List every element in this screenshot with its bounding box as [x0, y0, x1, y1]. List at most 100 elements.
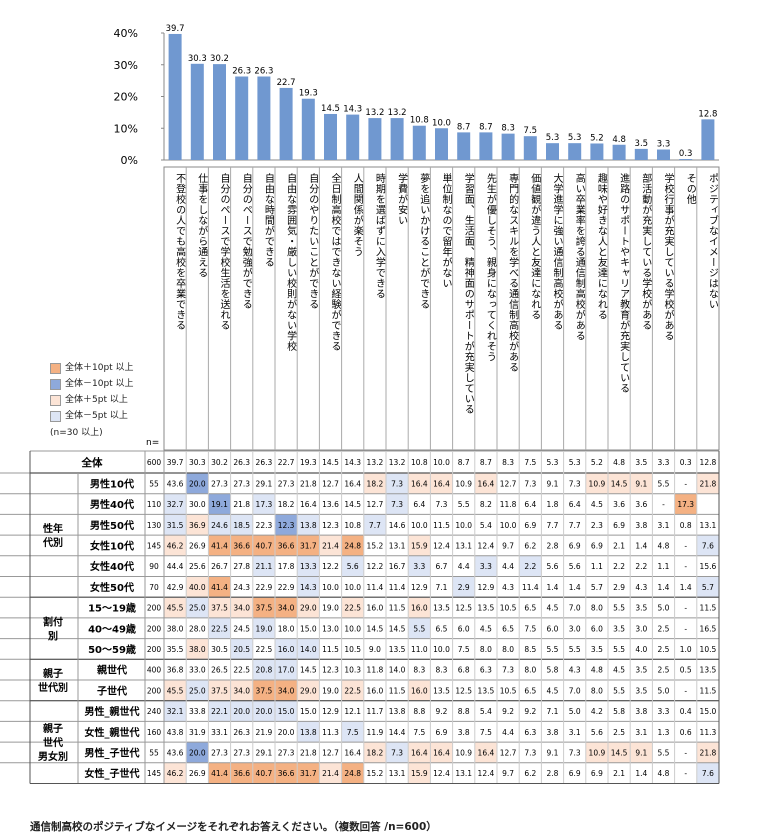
- group-label: 親子: [43, 722, 63, 735]
- bar: [546, 143, 559, 160]
- table-cell: 27.3: [278, 479, 295, 488]
- table-cell-highlight: [275, 659, 298, 680]
- table-cell-highlight: [252, 680, 275, 701]
- table-cell: 42.9: [167, 583, 184, 592]
- table-cell-highlight: [164, 597, 187, 618]
- table-cell: 26.3: [256, 458, 273, 467]
- table-cell: 10.5: [344, 645, 361, 654]
- legend-note: (n=30 以上): [50, 428, 103, 438]
- table-cell: 16.0: [367, 604, 384, 613]
- table-cell: 7.3: [502, 666, 514, 675]
- table-cell-highlight: [230, 535, 253, 556]
- table-cell-highlight: [275, 680, 298, 701]
- table-cell: 18.2: [278, 500, 295, 509]
- table-cell: 13.3: [300, 562, 317, 571]
- bar-value-label: 7.5: [524, 126, 538, 136]
- table-cell: 38.0: [167, 624, 184, 633]
- table-cell: 12.4: [433, 541, 450, 550]
- table-cell: 44.4: [167, 562, 184, 571]
- table-cell: 6.9: [613, 521, 625, 530]
- table-cell: 14.5: [344, 500, 361, 509]
- bar-value-label: 14.3: [343, 105, 362, 115]
- bar: [190, 63, 204, 160]
- table-cell: 26.9: [189, 541, 206, 550]
- table-cell: 16.7: [389, 562, 406, 571]
- table-cell: 7.7: [369, 521, 381, 530]
- table-cell: 12.4: [433, 769, 450, 778]
- category-label: 単位制なので留年がない: [440, 172, 452, 289]
- table-cell: 13.6: [322, 500, 339, 509]
- table-cell: 12.7: [367, 500, 384, 509]
- table-cell: 11.4: [367, 583, 384, 592]
- table-cell: 7.1: [547, 707, 559, 716]
- table-cell-highlight: [186, 514, 209, 536]
- table-cell: 6.9: [569, 541, 581, 550]
- table-cell: 0.8: [680, 521, 692, 530]
- table-cell: 41.4: [211, 583, 228, 592]
- table-cell: 7.3: [391, 748, 403, 757]
- table-n: 400: [147, 666, 162, 675]
- table-cell: 4.3: [569, 666, 581, 675]
- table-cell: -: [684, 604, 687, 613]
- table-cell: 0.5: [680, 666, 692, 675]
- table-row-label: 女性_親世代: [85, 726, 140, 739]
- table-cell-highlight: [696, 742, 719, 763]
- table-cell-highlight: [252, 700, 275, 722]
- table-row-label: 子世代: [97, 684, 127, 697]
- bar-value-label: 8.3: [501, 124, 515, 134]
- table-row-label: 女性40代: [90, 560, 134, 573]
- table-cell: 1.1: [658, 562, 670, 571]
- table-cell: 4.4: [502, 728, 514, 737]
- table-cell: 20.0: [256, 707, 273, 716]
- table-cell: 3.8: [635, 707, 647, 716]
- table-cell: -: [684, 479, 687, 488]
- table-cell: 9.1: [635, 748, 647, 757]
- table-cell: 4.4: [502, 562, 514, 571]
- table-cell: 25.6: [189, 562, 206, 571]
- table-cell: 5.5: [458, 500, 470, 509]
- table-cell: 11.0: [411, 645, 428, 654]
- bar-value-label: 10.8: [410, 116, 429, 126]
- table-row-label: 男性40代: [90, 498, 134, 511]
- table-cell: 3.8: [547, 728, 559, 737]
- table-cell: 5.5: [613, 686, 625, 695]
- table-cell: 36.6: [233, 769, 250, 778]
- table-cell: 26.3: [233, 728, 250, 737]
- table-cell-highlight: [452, 576, 475, 598]
- table-cell: 8.0: [502, 645, 514, 654]
- table-cell: 3.0: [569, 624, 581, 633]
- table-cell: 30.2: [211, 458, 228, 467]
- table-cell: 22.9: [256, 583, 273, 592]
- table-cell: 7.5: [524, 458, 536, 467]
- table-cell: 6.0: [458, 624, 470, 633]
- bar-value-label: 26.3: [232, 66, 251, 76]
- table-cell: 22.9: [278, 583, 295, 592]
- table-cell: 22.5: [256, 645, 273, 654]
- table-cell-highlight: [275, 638, 298, 660]
- group-label: 世代別: [38, 681, 68, 694]
- table-cell: 1.3: [658, 728, 670, 737]
- y-tick-label: 40%: [114, 27, 138, 40]
- table-cell: 2.8: [547, 541, 559, 550]
- table-cell-highlight: [297, 514, 320, 536]
- table-cell: 9.2: [524, 707, 536, 716]
- category-label: 全日制高校ではできない経験ができる: [329, 172, 341, 352]
- table-cell: 5.8: [547, 666, 559, 675]
- group-label: 世代: [43, 736, 63, 749]
- table-cell: 6.3: [524, 728, 536, 737]
- table-cell: 21.1: [256, 562, 273, 571]
- table-cell: 29.1: [256, 479, 273, 488]
- table-cell: 4.0: [635, 645, 647, 654]
- table-cell: 14.0: [389, 666, 406, 675]
- table-cell: 11.5: [433, 521, 450, 530]
- category-label: 自分のペースで勉強ができる: [240, 172, 252, 310]
- table-cell-highlight: [186, 473, 209, 494]
- table-cell-highlight: [519, 555, 542, 577]
- table-cell: 12.9: [322, 707, 339, 716]
- table-cell-highlight: [408, 617, 431, 639]
- table-cell: 5.0: [569, 707, 581, 716]
- bar: [568, 143, 582, 160]
- bar: [657, 149, 670, 160]
- bar: [390, 118, 404, 160]
- bar-value-label: 22.7: [277, 78, 296, 88]
